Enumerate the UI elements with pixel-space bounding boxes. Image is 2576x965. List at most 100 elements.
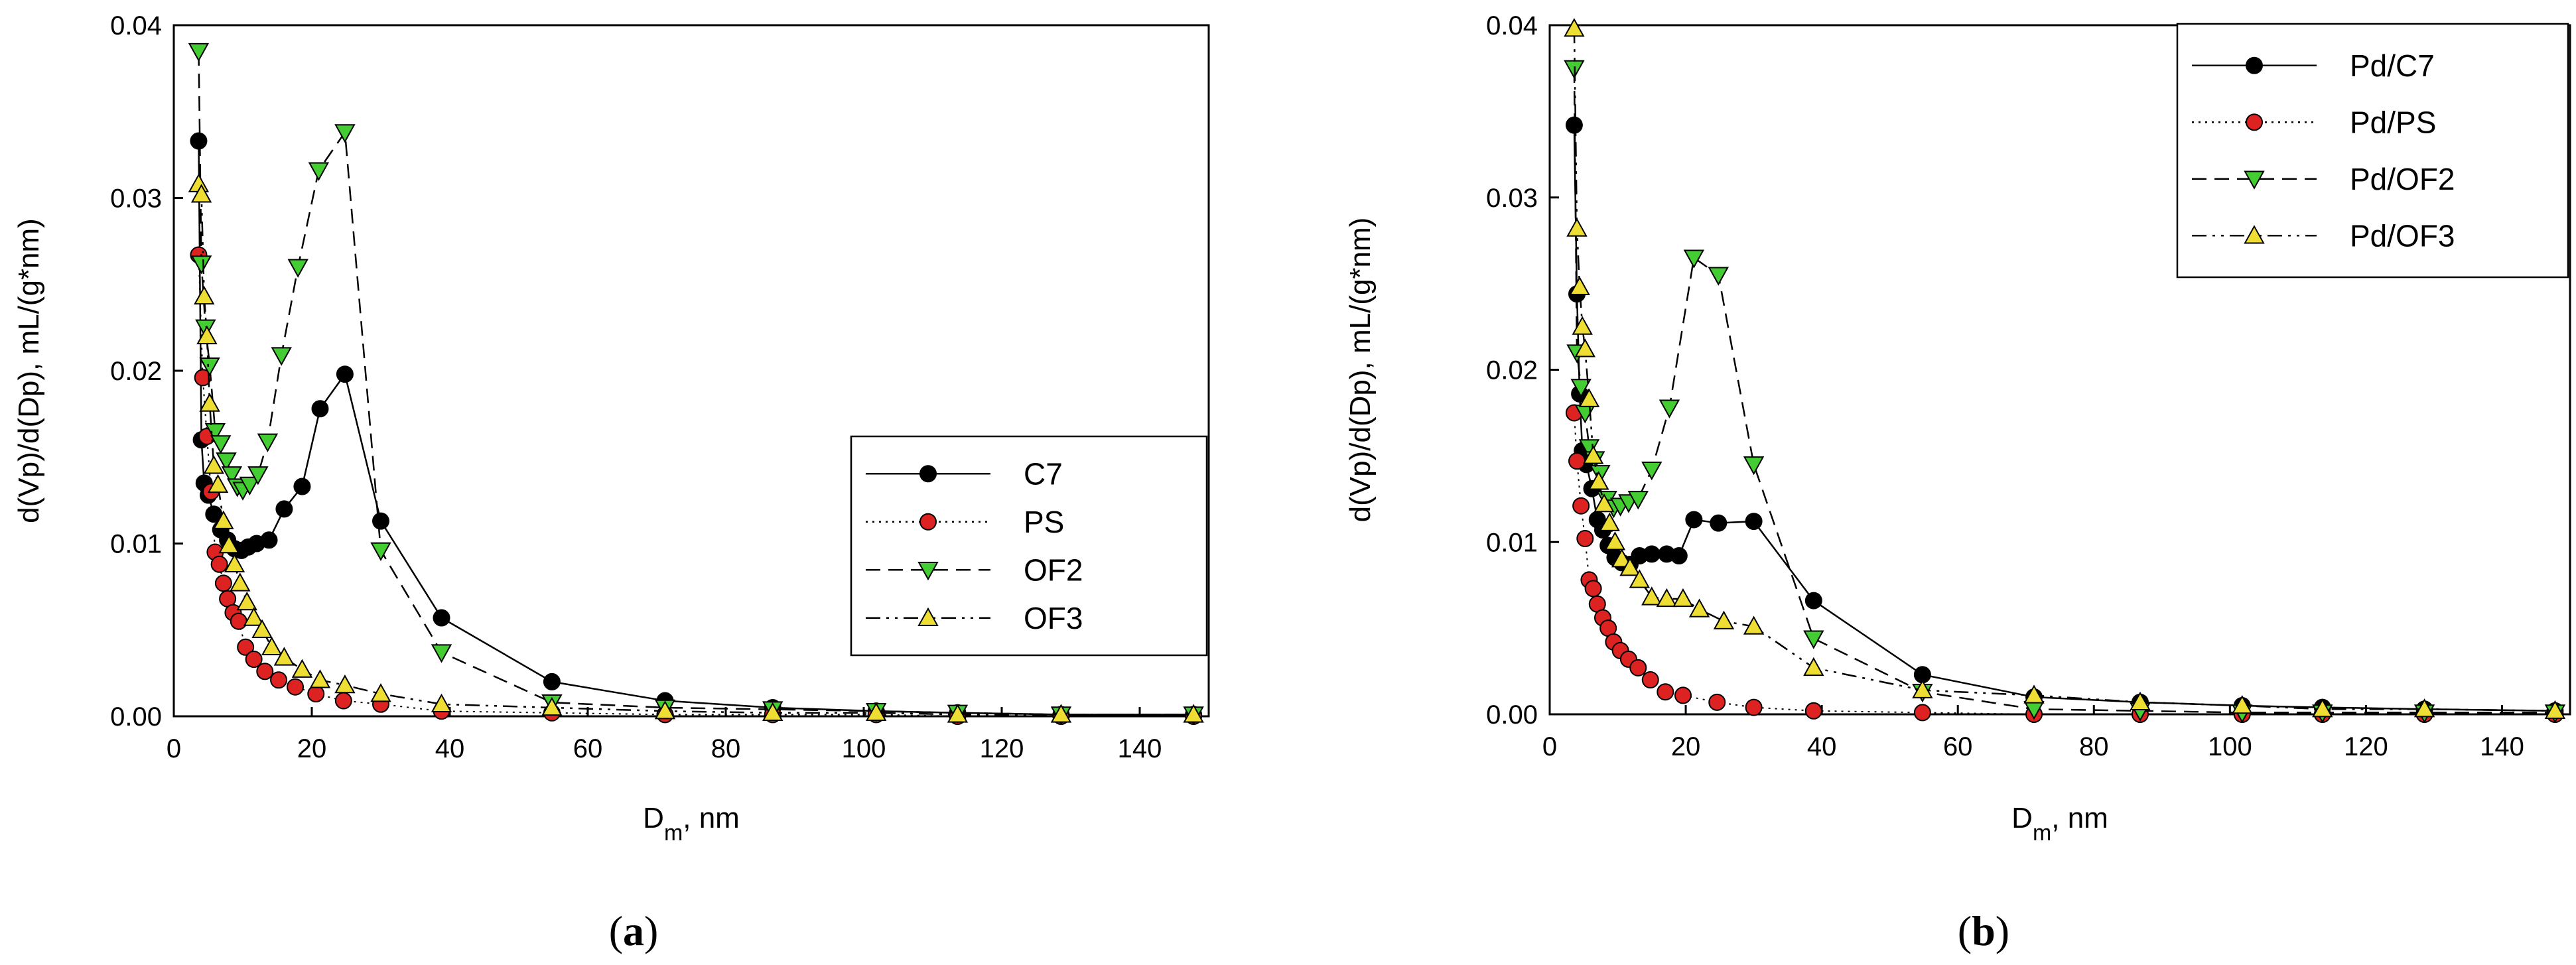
data-point-c7 [275,500,293,518]
x-tick-label: 0 [167,734,181,763]
data-point-c7 [372,512,389,530]
data-point-pd-of3 [1578,388,1600,407]
y-tick-label: 0.02 [1486,356,1538,385]
data-point-pd-of3 [1582,445,1604,464]
data-point-pd-of2 [1641,461,1662,481]
data-point-of3 [291,659,313,678]
legend: Pd/C7 Pd/PS Pd/OF2 Pd/OF3 [2176,23,2569,279]
data-point-pd-of3 [1604,531,1626,550]
chart-a-svg: 0 20 40 60 80 100 120 140 0.00 0.01 0.02 0.03 0.04 d(… [13,11,1210,954]
legend-label-pd-ps: Pd/PS [2350,105,2436,139]
data-point-of3 [1050,704,1072,723]
data-point-of3 [762,702,783,721]
y-tick-label: 0.00 [110,702,162,732]
data-point-pd-ps [1804,702,1822,720]
data-point-of3 [203,455,225,474]
data-point-pd-of3 [1566,218,1588,237]
data-point-ps [270,671,288,689]
data-point-of2 [271,347,292,366]
data-point-c7 [336,365,354,383]
data-point-pd-of2 [1627,491,1649,510]
data-point-ps [237,638,255,656]
data-point-of3 [194,285,215,305]
data-point-pd-of3 [1713,610,1735,629]
data-point-pd-ps [1584,580,1602,598]
legend: C7 PS OF2 OF3 [850,435,1208,657]
data-point-pd-of3 [1656,588,1678,608]
data-point-pd-of3 [2130,691,2151,711]
data-point-of2 [287,259,308,278]
data-point-pd-of3 [1629,569,1651,588]
data-point-of3 [273,647,295,666]
data-point-of2 [216,452,237,472]
x-tick-label: 100 [2208,732,2252,761]
data-point-pd-of3 [1743,615,1765,635]
data-point-pd-of2 [1803,630,1824,649]
data-point-pd-of3 [1599,512,1620,531]
y-tick-label: 0.00 [1486,700,1538,730]
data-point-of2 [210,435,232,454]
data-point-pd-of3 [1641,586,1662,606]
x-tick-label: 20 [1671,732,1701,761]
data-point-pd-of2 [1708,267,1729,286]
data-point-c7 [543,673,561,690]
data-point-pd-c7 [1643,545,1661,563]
y-tick-label: 0.02 [110,357,162,386]
data-point-pd-of3 [1672,588,1694,608]
data-point-of3 [224,553,245,572]
data-point-pd-c7 [1745,513,1763,531]
data-point-pd-c7 [1685,511,1703,529]
y-tick-label: 0.04 [110,11,162,40]
data-point-pd-of3 [1611,548,1633,568]
data-point-pd-of3 [2023,684,2045,704]
legend-marker-ps [919,513,937,531]
data-point-pd-of3 [1803,657,1824,676]
data-point-pd-ps [1576,530,1594,548]
chart-panel-b: 0 20 40 60 80 100 120 140 0.00 0.01 0.02 0.03 0.04 d(… [1288,0,2576,965]
data-point-ps [230,612,247,630]
data-point-of2 [308,162,330,181]
data-point-of3 [334,675,356,694]
data-point-pd-of3 [1912,679,1933,698]
data-point-of3 [370,683,391,702]
data-point-pd-ps [1674,686,1692,704]
legend-label-c7: C7 [1024,456,1063,491]
data-point-of3 [1183,704,1204,723]
data-point-of3 [236,592,257,611]
data-point-ps [307,685,325,703]
data-point-ps [245,651,263,669]
data-point-of3 [431,693,452,712]
data-point-ps [287,678,305,696]
panel-caption: (a) [609,907,659,954]
legend-marker-of3 [917,607,939,626]
x-tick-label: 140 [2480,732,2524,761]
data-point-of2 [188,42,210,62]
x-tick-label: 120 [2344,732,2388,761]
legend-label-pd-c7: Pd/C7 [2350,48,2435,83]
x-tick-label: 140 [1118,734,1162,763]
x-tick-label: 20 [297,734,327,763]
legend-label-ps: PS [1024,505,1064,539]
data-point-pd-of3 [1619,557,1641,576]
data-point-of2 [257,433,279,452]
legend-label-pd-of2: Pd/OF2 [2350,162,2455,196]
x-axis-title: Dm, nm [643,802,740,846]
legend-label-of3: OF3 [1024,601,1083,635]
data-point-pd-of3 [1569,276,1590,296]
data-point-ps [334,692,352,710]
data-point-c7 [190,132,208,150]
data-point-pd-c7 [1710,514,1728,532]
data-point-of3 [654,700,676,720]
data-point-pd-of3 [1588,471,1609,490]
data-point-pd-ps [1913,704,1931,722]
data-point-pd-c7 [1804,592,1822,610]
data-point-of3 [251,619,273,638]
legend-label-pd-of3: Pd/OF3 [2350,218,2455,253]
data-point-c7 [260,531,278,549]
data-point-pd-of3 [2544,700,2566,720]
data-point-of2 [221,466,243,485]
legend-marker-c7 [919,465,937,483]
y-tick-label: 0.03 [110,184,162,214]
y-tick-label: 0.01 [1486,528,1538,557]
data-point-of3 [230,572,251,592]
